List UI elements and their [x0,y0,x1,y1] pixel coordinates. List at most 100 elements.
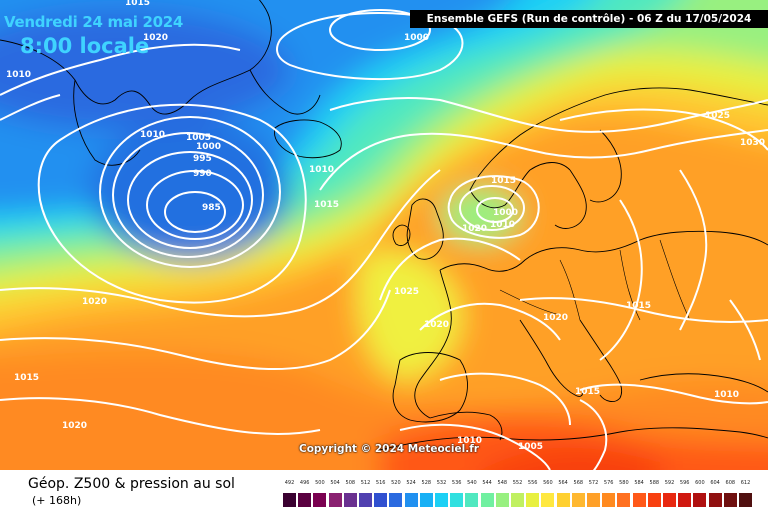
scale-label: 576 [603,480,614,486]
isobar-label: 1010 [490,220,515,230]
scale-swatch [556,493,570,507]
isobar-label: 1010 [309,165,334,175]
scale-label: 612 [740,480,751,486]
color-scale: 492 496 500 504 508 512 516 520 524 528 532 536 540 5… [283,480,753,510]
map-canvas: 1015 1020 1000 1010 1010 1005 1000 995 9… [0,0,768,470]
isobar-label: 1025 [705,111,730,121]
scale-label: 524 [406,480,416,486]
isobar-label: 985 [202,203,221,213]
isobar-label: 1015 [14,373,39,383]
scale-swatch [678,493,692,507]
scale-swatch [723,493,737,507]
isobar-label: 990 [193,169,212,179]
isobar-label: 1030 [740,138,765,148]
isobar-label: 995 [193,154,212,164]
scale-swatch [511,493,524,507]
scale-swatch [419,493,433,507]
scale-label: 560 [543,480,553,486]
isobar-label: 1000 [404,33,429,43]
geopotential-field [0,0,768,470]
scale-label: 564 [558,480,568,486]
forecast-date: Vendredi 24 mai 2024 [4,13,184,31]
scale-swatch [465,493,479,507]
isobar-label: 1015 [491,176,516,186]
isobar-label: 1020 [62,421,87,431]
scale-label: 532 [436,480,447,486]
scale-label: 528 [421,480,432,486]
scale-label: 508 [345,480,356,486]
forecast-range: (+ 168h) [32,494,82,507]
isobar-label: 1025 [394,287,419,297]
scale-swatch [632,493,646,507]
isobars [0,9,768,470]
scale-swatch [663,493,676,507]
scale-swatch [283,493,296,507]
isobar-label: 1015 [125,0,150,8]
scale-swatch [739,493,752,507]
scale-swatch [693,493,707,507]
scale-swatch [587,493,600,507]
isobar-label: 1015 [314,200,339,210]
scale-label: 512 [360,480,371,486]
isobar-labels: 1015 1020 1000 1010 1010 1005 1000 995 9… [6,0,765,452]
scale-label: 592 [664,480,675,486]
isobar-label: 1000 [493,208,518,218]
scale-label: 552 [512,480,523,486]
isobar-label: 1010 [457,436,482,446]
scale-label: 584 [634,480,644,486]
isobar-label: 1015 [575,387,600,397]
isobar-label: 1005 [186,133,211,143]
legend-footer: Géop. Z500 & pression au sol (+ 168h) 49… [0,470,768,512]
scale-swatch [617,493,631,507]
scale-label: 580 [619,480,629,486]
copyright-notice: Copyright © 2024 Meteociel.fr [299,443,479,455]
scale-swatch [541,493,555,507]
scale-swatch [389,493,403,507]
scale-label: 504 [330,480,340,486]
isobar-label: 1020 [143,33,168,43]
isobar-label: 1000 [196,142,221,152]
isobar-label: 1010 [140,130,165,140]
isobar-label: 1020 [543,313,568,323]
isobar-label: 1020 [462,224,487,234]
scale-swatch [495,493,509,507]
scale-label: 516 [375,480,386,486]
scale-label: 500 [315,480,325,486]
scale-label: 536 [451,480,462,486]
isobar-label: 1010 [6,70,31,80]
model-run-banner: Ensemble GEFS (Run de contrôle) - 06 Z d… [410,10,768,28]
scale-label: 544 [482,480,492,486]
scale-label: 556 [527,480,538,486]
scale-swatch [328,493,342,507]
scale-label: 596 [679,480,690,486]
scale-swatch [374,493,388,507]
scale-swatch [298,493,312,507]
scale-swatch [404,493,418,507]
scale-label: 520 [391,480,401,486]
scale-label: 568 [573,480,584,486]
map-title: Géop. Z500 & pression au sol [28,476,235,492]
scale-label: 608 [725,480,736,486]
scale-label: 548 [497,480,508,486]
scale-swatch [708,493,722,507]
scale-swatch [526,493,540,507]
forecast-time: 8:00 locale [20,34,150,58]
isobar-label: 1020 [424,320,449,330]
scale-swatch [343,493,357,507]
isobar-label: 1020 [82,297,107,307]
scale-swatch [480,493,494,507]
scale-swatch [571,493,585,507]
isobar-label: 1010 [714,390,739,400]
scale-swatch [602,493,616,507]
scale-swatch [450,493,464,507]
coastlines [0,0,768,451]
scale-label: 496 [299,480,310,486]
scale-label: 492 [284,480,295,486]
weather-map: 1015 1020 1000 1010 1010 1005 1000 995 9… [0,0,768,470]
scale-label: 588 [649,480,660,486]
scale-label: 540 [467,480,477,486]
scale-swatch [359,493,372,507]
scale-swatch [647,493,661,507]
scale-label: 572 [588,480,599,486]
scale-swatch [313,493,327,507]
